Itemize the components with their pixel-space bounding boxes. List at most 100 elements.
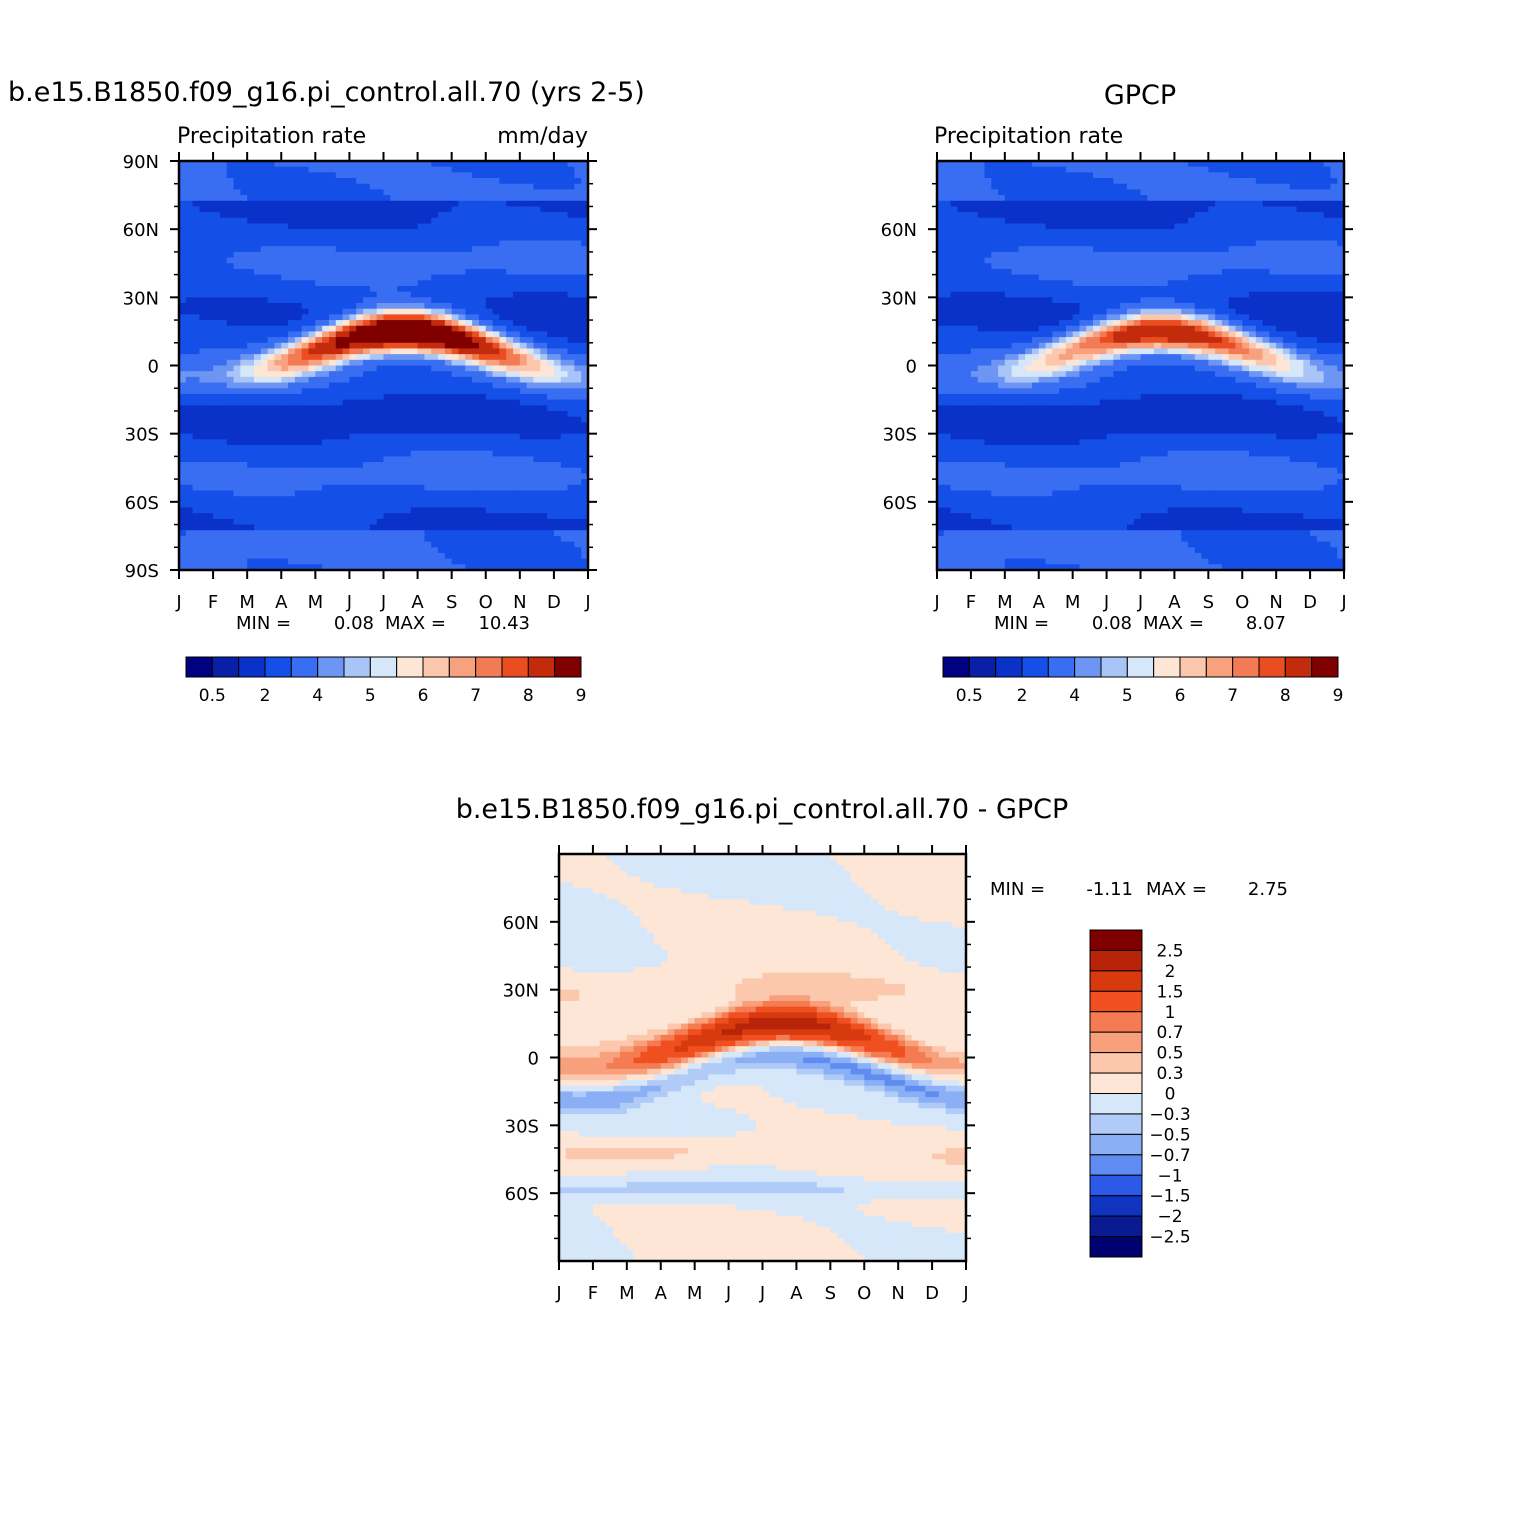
- heatmap-cell: [294, 217, 303, 225]
- heatmap-cell: [267, 291, 276, 298]
- heatmap-cell: [356, 263, 364, 270]
- heatmap-cell: [390, 166, 398, 173]
- heatmap-cell: [301, 178, 310, 185]
- heatmap-cell: [281, 535, 289, 543]
- heatmap-cell: [328, 473, 337, 480]
- heatmap-cell: [417, 564, 425, 571]
- heatmap-cell: [247, 382, 255, 389]
- heatmap-cell: [294, 399, 303, 406]
- heatmap-cell: [247, 178, 255, 185]
- heatmap-cell: [438, 530, 446, 537]
- heatmap-cell: [1255, 183, 1264, 190]
- heatmap-cell: [301, 399, 310, 406]
- heatmap-cell: [485, 376, 494, 384]
- heatmap-cell: [383, 422, 391, 429]
- heatmap-cell: [478, 314, 487, 321]
- heatmap-cell: [553, 291, 562, 298]
- heatmap-cell: [226, 535, 235, 543]
- heatmap-cell: [213, 325, 221, 333]
- heatmap-cell: [519, 240, 528, 247]
- heatmap-cell: [192, 371, 201, 378]
- heatmap-cell: [574, 337, 582, 344]
- heatmap-cell: [240, 479, 248, 486]
- heatmap-cell: [397, 314, 405, 321]
- heatmap-cell: [274, 257, 282, 264]
- heatmap-cell: [294, 229, 303, 236]
- heatmap-cell: [410, 376, 419, 384]
- heatmap-cell: [253, 195, 262, 202]
- heatmap-cell: [519, 541, 528, 548]
- heatmap-cell: [506, 427, 514, 435]
- heatmap-cell: [369, 484, 378, 492]
- heatmap-cell: [472, 479, 480, 486]
- heatmap-cell: [984, 178, 992, 185]
- heatmap-cell: [240, 331, 248, 338]
- heatmap-cell: [260, 399, 269, 406]
- heatmap-cell: [288, 393, 296, 401]
- heatmap-cell: [513, 325, 521, 333]
- heatmap-cell: [553, 547, 562, 554]
- heatmap-cell: [410, 280, 419, 287]
- heatmap-cell: [349, 376, 357, 384]
- heatmap-cell: [376, 320, 385, 327]
- heatmap-cell: [533, 507, 541, 514]
- heatmap-cell: [240, 263, 248, 270]
- heatmap-cell: [1072, 206, 1081, 213]
- heatmap-cell: [1282, 183, 1291, 190]
- heatmap-cell: [240, 462, 248, 469]
- heatmap-cell: [294, 416, 303, 423]
- heatmap-cell: [1194, 195, 1203, 202]
- heatmap-cell: [342, 308, 351, 315]
- heatmap-cell: [342, 456, 351, 463]
- heatmap-cell: [301, 240, 310, 247]
- heatmap-cell: [492, 212, 500, 219]
- heatmap-cell: [281, 393, 289, 401]
- heatmap-cell: [472, 189, 480, 196]
- heatmap-cell: [356, 217, 364, 225]
- heatmap-cell: [465, 280, 473, 287]
- heatmap-cell: [478, 308, 487, 315]
- heatmap-cell: [179, 359, 187, 367]
- heatmap-cell: [574, 371, 582, 378]
- heatmap-cell: [519, 161, 528, 168]
- heatmap-cell: [950, 172, 958, 179]
- heatmap-cell: [328, 223, 337, 230]
- heatmap-cell: [574, 541, 582, 548]
- heatmap-cell: [294, 365, 303, 372]
- heatmap-cell: [1323, 172, 1332, 179]
- heatmap-cell: [560, 348, 569, 355]
- heatmap-cell: [363, 342, 371, 350]
- heatmap-cell: [315, 348, 323, 355]
- heatmap-cell: [438, 280, 446, 287]
- heatmap-cell: [547, 325, 555, 333]
- heatmap-cell: [410, 427, 419, 435]
- heatmap-cell: [499, 246, 507, 253]
- heatmap-cell: [533, 291, 541, 298]
- heatmap-cell: [315, 479, 323, 486]
- heatmap-cell: [533, 223, 541, 230]
- heatmap-cell: [438, 365, 446, 372]
- heatmap-cell: [1052, 166, 1060, 173]
- heatmap-cell: [424, 200, 432, 208]
- heatmap-cell: [513, 450, 521, 457]
- heatmap-cell: [226, 325, 235, 333]
- heatmap-cell: [478, 274, 487, 281]
- heatmap-cell: [363, 359, 371, 367]
- heatmap-cell: [485, 189, 494, 196]
- heatmap-cell: [315, 320, 323, 327]
- heatmap-cell: [342, 263, 351, 270]
- heatmap-cell: [301, 439, 310, 446]
- heatmap-cell: [213, 410, 221, 418]
- heatmap-cell: [179, 445, 187, 452]
- heatmap-cell: [240, 365, 248, 372]
- heatmap-cell: [301, 359, 310, 367]
- heatmap-cell: [233, 535, 241, 543]
- heatmap-cell: [322, 331, 330, 338]
- heatmap-cell: [970, 161, 979, 168]
- heatmap-cell: [253, 564, 262, 571]
- heatmap-cell: [192, 541, 201, 548]
- heatmap-cell: [478, 433, 487, 440]
- heatmap-cell: [199, 530, 207, 537]
- heatmap-cell: [943, 212, 952, 219]
- heatmap-cell: [451, 376, 460, 384]
